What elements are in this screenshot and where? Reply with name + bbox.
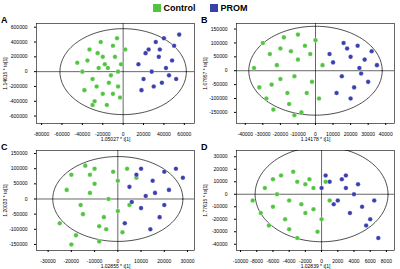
svg-text:30000: 30000: [214, 153, 228, 159]
svg-text:-8000: -8000: [250, 258, 263, 264]
svg-text:10000: 10000: [214, 178, 228, 184]
svg-text:-20000: -20000: [64, 258, 80, 264]
svg-text:0: 0: [25, 196, 28, 202]
svg-text:50000: 50000: [214, 53, 228, 59]
svg-text:10000: 10000: [326, 131, 340, 138]
svg-text:0: 0: [225, 67, 228, 73]
svg-text:1.02839 * t[1]: 1.02839 * t[1]: [301, 263, 331, 269]
html-text:A: A: [1, 15, 8, 25]
svg-text:-30000: -30000: [212, 228, 228, 234]
svg-text:10000: 10000: [134, 258, 148, 264]
svg-text:0: 0: [314, 131, 317, 138]
svg-text:1.20033 * to[1]: 1.20033 * to[1]: [2, 184, 8, 217]
svg-text:-20000: -20000: [212, 216, 228, 222]
html-text:D: D: [201, 142, 208, 152]
svg-text:-20000: -20000: [95, 131, 111, 138]
svg-text:-40000: -40000: [237, 131, 253, 137]
svg-text:-40000: -40000: [212, 241, 228, 247]
svg-text:2000: 2000: [332, 258, 343, 264]
svg-text:-80000: -80000: [34, 131, 50, 137]
svg-text:60000: 60000: [177, 131, 191, 137]
svg-text:-50000: -50000: [12, 211, 28, 217]
svg-text:20000: 20000: [344, 131, 358, 137]
svg-text:-40000: -40000: [75, 131, 91, 137]
svg-text:-200000: -200000: [9, 83, 28, 89]
svg-text:-30000: -30000: [40, 258, 56, 264]
svg-text:1.77615 * to[1]: 1.77615 * to[1]: [202, 184, 208, 217]
svg-text:8000: 8000: [381, 258, 392, 264]
svg-text:-10000: -10000: [86, 258, 103, 264]
html-text:C: C: [1, 142, 8, 152]
html-text:PROM: PROM: [220, 2, 248, 13]
svg-text:100000: 100000: [211, 40, 228, 46]
svg-text:-6000: -6000: [267, 258, 280, 264]
svg-text:-10000: -10000: [290, 131, 306, 138]
svg-text:4000: 4000: [348, 258, 359, 264]
svg-text:-400000: -400000: [9, 98, 28, 104]
html-text:Control: Control: [163, 2, 196, 13]
svg-text:1.05027 * t[1]: 1.05027 * t[1]: [101, 136, 131, 142]
svg-text:0: 0: [116, 258, 120, 264]
svg-text:0: 0: [121, 131, 125, 138]
svg-text:-2000: -2000: [299, 258, 312, 264]
svg-text:-600000: -600000: [9, 113, 28, 119]
svg-text:-100000: -100000: [209, 95, 228, 101]
svg-text:0: 0: [25, 68, 28, 74]
svg-text:20000: 20000: [157, 258, 171, 264]
svg-text:-60000: -60000: [54, 131, 70, 137]
svg-text:200000: 200000: [11, 53, 28, 59]
svg-text:150000: 150000: [11, 150, 28, 156]
svg-text:-4000: -4000: [283, 258, 296, 264]
svg-text:600000: 600000: [11, 24, 28, 30]
svg-text:100000: 100000: [11, 165, 28, 171]
svg-text:150000: 150000: [211, 26, 228, 32]
svg-text:-10000: -10000: [233, 258, 249, 264]
svg-text:1.02855 * t[1]: 1.02855 * t[1]: [101, 263, 131, 269]
svg-text:1.14615 * to[1]: 1.14615 * to[1]: [2, 57, 8, 90]
svg-text:-50000: -50000: [212, 81, 228, 87]
svg-text:40000: 40000: [379, 131, 393, 137]
svg-text:6000: 6000: [365, 258, 376, 264]
svg-text:40000: 40000: [157, 131, 171, 137]
svg-text:1.07957 * to[1]: 1.07957 * to[1]: [202, 57, 208, 90]
svg-text:400000: 400000: [11, 39, 28, 45]
svg-text:-30000: -30000: [255, 131, 271, 137]
html-text:B: B: [201, 15, 208, 25]
svg-text:30000: 30000: [181, 258, 195, 264]
svg-text:-10000: -10000: [212, 203, 228, 209]
svg-text:-150000: -150000: [9, 241, 28, 247]
svg-text:30000: 30000: [361, 131, 375, 137]
svg-text:20000: 20000: [137, 131, 151, 137]
svg-text:50000: 50000: [14, 180, 28, 186]
svg-text:-150000: -150000: [209, 109, 228, 115]
svg-text:20000: 20000: [214, 166, 228, 172]
svg-text:1.14178 * t[1]: 1.14178 * t[1]: [301, 136, 331, 142]
svg-text:0: 0: [225, 191, 228, 197]
svg-text:-100000: -100000: [9, 226, 28, 232]
svg-text:-20000: -20000: [273, 131, 289, 137]
svg-text:0: 0: [320, 258, 323, 264]
